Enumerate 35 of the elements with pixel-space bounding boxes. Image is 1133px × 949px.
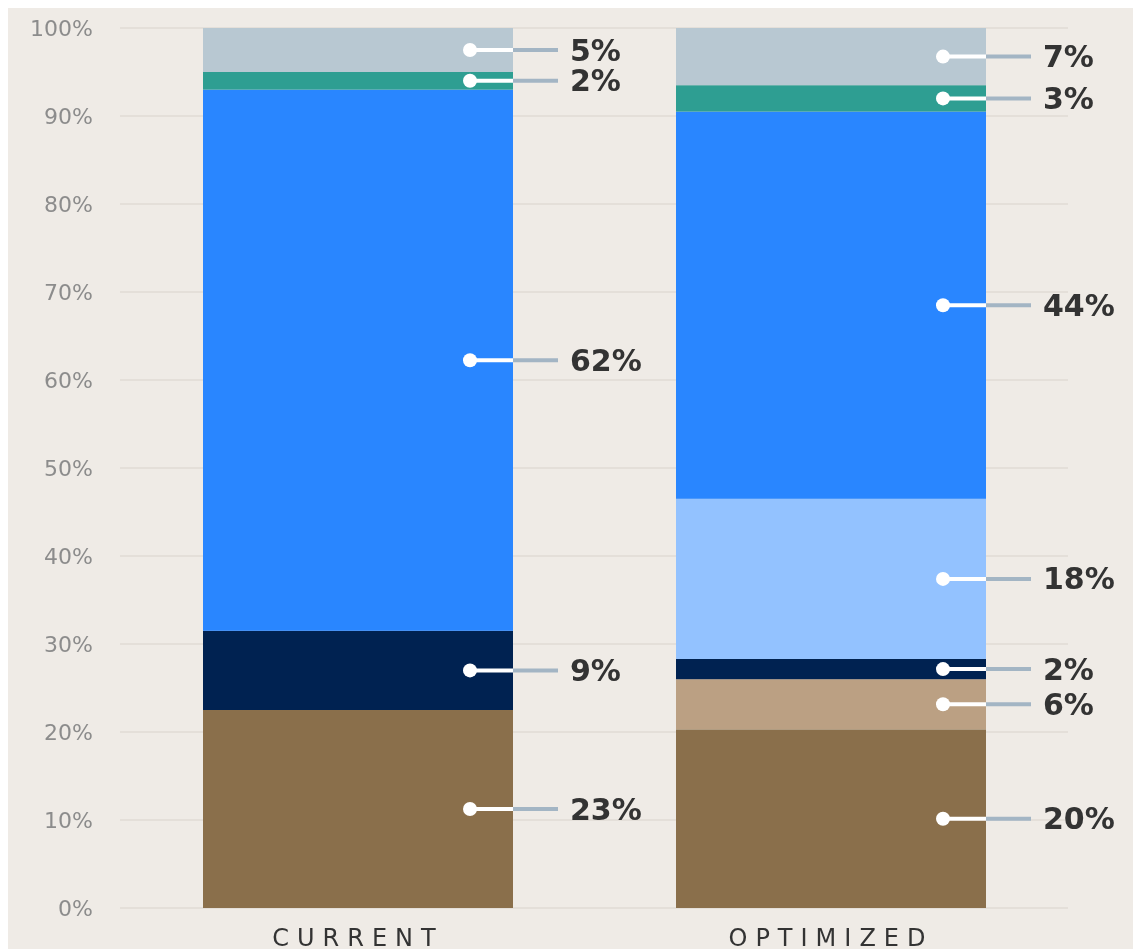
y-tick-label: 80% — [44, 191, 93, 217]
bar — [203, 89, 513, 631]
data-label: 2% — [1043, 651, 1094, 687]
bar — [676, 658, 986, 680]
x-tick-label: OPTIMIZED — [728, 924, 934, 949]
bar — [676, 111, 986, 499]
data-label: 7% — [1043, 39, 1094, 75]
bar — [676, 85, 986, 112]
bar — [676, 729, 986, 908]
data-label: 9% — [570, 652, 621, 688]
bar — [676, 679, 986, 730]
bar — [676, 28, 986, 86]
y-tick-label: 90% — [44, 103, 93, 129]
y-tick-label: 50% — [44, 455, 93, 481]
y-tick-label: 60% — [44, 367, 93, 393]
data-label: 3% — [1043, 80, 1094, 116]
bar — [203, 710, 513, 908]
bar — [676, 498, 986, 659]
y-tick-label: 0% — [58, 895, 93, 921]
data-label: 44% — [1043, 287, 1115, 323]
data-label: 20% — [1043, 801, 1115, 837]
y-tick-label: 40% — [44, 543, 93, 569]
y-tick-label: 70% — [44, 279, 93, 305]
data-label: 62% — [570, 342, 642, 378]
y-tick-label: 30% — [44, 631, 93, 657]
y-tick-label: 100% — [30, 15, 93, 41]
data-label: 23% — [570, 791, 642, 827]
data-label: 6% — [1043, 686, 1094, 722]
bar — [203, 72, 513, 90]
y-tick-label: 10% — [44, 807, 93, 833]
x-tick-label: CURRENT — [272, 924, 444, 949]
bar — [203, 28, 513, 72]
y-tick-label: 20% — [44, 719, 93, 745]
bar — [203, 630, 513, 710]
data-label: 18% — [1043, 561, 1115, 597]
